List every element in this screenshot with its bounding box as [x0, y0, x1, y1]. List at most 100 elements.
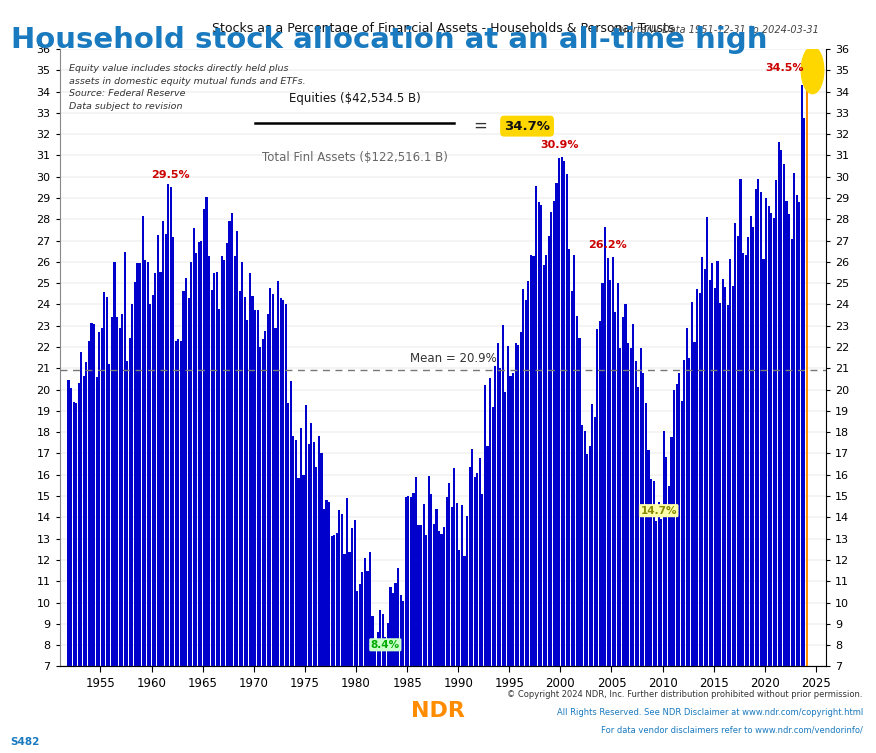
Bar	[405, 497, 406, 666]
Bar	[149, 304, 152, 666]
Bar	[453, 468, 456, 666]
Bar	[645, 403, 647, 666]
Bar	[173, 237, 174, 666]
Bar	[413, 493, 414, 666]
Bar	[124, 252, 126, 666]
Bar	[93, 324, 95, 666]
Bar	[606, 258, 609, 666]
Bar	[477, 473, 478, 666]
Bar	[765, 198, 767, 666]
Bar	[121, 314, 124, 666]
Bar	[218, 309, 221, 666]
Bar	[798, 202, 801, 666]
Bar	[369, 552, 371, 666]
Bar	[675, 384, 678, 666]
Bar	[392, 593, 394, 666]
Bar	[385, 636, 386, 666]
Bar	[142, 215, 144, 666]
Bar	[717, 261, 718, 666]
Bar	[159, 272, 161, 666]
Bar	[558, 157, 560, 666]
Bar	[82, 376, 85, 666]
Bar	[88, 341, 90, 666]
Bar	[507, 346, 509, 666]
Bar	[806, 81, 808, 666]
Bar	[466, 517, 468, 666]
Bar	[757, 179, 759, 666]
Bar	[154, 273, 157, 666]
Bar	[665, 457, 668, 666]
Bar	[540, 205, 542, 666]
Bar	[801, 85, 803, 666]
Bar	[231, 213, 233, 666]
Bar	[433, 524, 435, 666]
Bar	[581, 425, 583, 666]
Bar	[341, 514, 343, 666]
Bar	[223, 261, 225, 666]
Bar	[681, 401, 682, 666]
Bar	[182, 291, 185, 666]
Bar	[328, 501, 330, 666]
Bar	[790, 239, 793, 666]
Circle shape	[802, 47, 823, 93]
Bar	[297, 477, 300, 666]
Text: Equity value includes stocks directly held plus
assets in domestic equity mutual: Equity value includes stocks directly he…	[68, 65, 306, 111]
Bar	[553, 201, 555, 666]
Bar	[726, 305, 729, 666]
Bar	[597, 329, 598, 666]
Bar	[215, 272, 218, 666]
Bar	[323, 510, 325, 666]
Bar	[177, 339, 180, 666]
Bar	[788, 215, 790, 666]
Bar	[773, 218, 774, 666]
Bar	[279, 297, 282, 666]
Bar	[226, 243, 228, 666]
Bar	[502, 325, 504, 666]
Bar	[481, 494, 484, 666]
Bar	[622, 317, 624, 666]
Bar	[259, 347, 261, 666]
Bar	[573, 255, 576, 666]
Bar	[103, 292, 105, 666]
Bar	[563, 160, 565, 666]
Bar	[162, 221, 164, 666]
Text: 30.9%: 30.9%	[540, 140, 578, 150]
Bar	[330, 535, 333, 666]
Bar	[734, 223, 737, 666]
Bar	[759, 192, 762, 666]
Text: 34.7%: 34.7%	[505, 120, 550, 133]
Bar	[522, 289, 525, 666]
Bar	[443, 526, 445, 666]
Bar	[266, 314, 269, 666]
Bar	[165, 233, 166, 666]
Bar	[479, 458, 481, 666]
Bar	[742, 252, 744, 666]
Bar	[282, 300, 284, 666]
Bar	[533, 256, 534, 666]
Bar	[213, 273, 215, 666]
Bar	[364, 558, 366, 666]
Bar	[673, 390, 675, 666]
Bar	[576, 316, 578, 666]
Bar	[382, 614, 384, 666]
Bar	[366, 571, 369, 666]
Bar	[351, 528, 353, 666]
Bar	[566, 174, 568, 666]
Bar	[208, 256, 210, 666]
Text: NDR: NDR	[411, 701, 465, 721]
Bar	[525, 300, 527, 666]
Bar	[729, 259, 731, 666]
Text: Equities ($42,534.5 B): Equities ($42,534.5 B)	[289, 92, 420, 105]
Bar	[711, 263, 713, 666]
Text: =: =	[474, 117, 487, 135]
Bar	[152, 295, 154, 666]
Bar	[78, 383, 80, 666]
Bar	[714, 288, 716, 666]
Bar	[295, 440, 297, 666]
Bar	[512, 373, 514, 666]
Bar	[229, 221, 230, 666]
Bar	[767, 206, 770, 666]
Bar	[611, 257, 614, 666]
Bar	[354, 520, 356, 666]
Bar	[374, 644, 376, 666]
